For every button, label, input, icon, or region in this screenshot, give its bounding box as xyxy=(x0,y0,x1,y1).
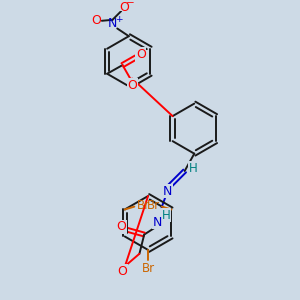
Text: O: O xyxy=(127,79,137,92)
Text: Br: Br xyxy=(142,262,154,275)
Text: Br: Br xyxy=(136,199,150,212)
Text: +: + xyxy=(116,15,123,24)
Text: N: N xyxy=(108,17,117,30)
Text: H: H xyxy=(189,162,198,175)
Text: N: N xyxy=(163,185,172,198)
Text: O: O xyxy=(91,14,101,27)
Text: O: O xyxy=(116,220,126,233)
Text: N: N xyxy=(153,215,162,229)
Text: O: O xyxy=(119,1,129,14)
Text: O: O xyxy=(117,265,127,278)
Text: −: − xyxy=(126,0,135,8)
Text: H: H xyxy=(162,209,171,222)
Text: Br: Br xyxy=(147,199,160,212)
Text: O: O xyxy=(136,48,146,61)
